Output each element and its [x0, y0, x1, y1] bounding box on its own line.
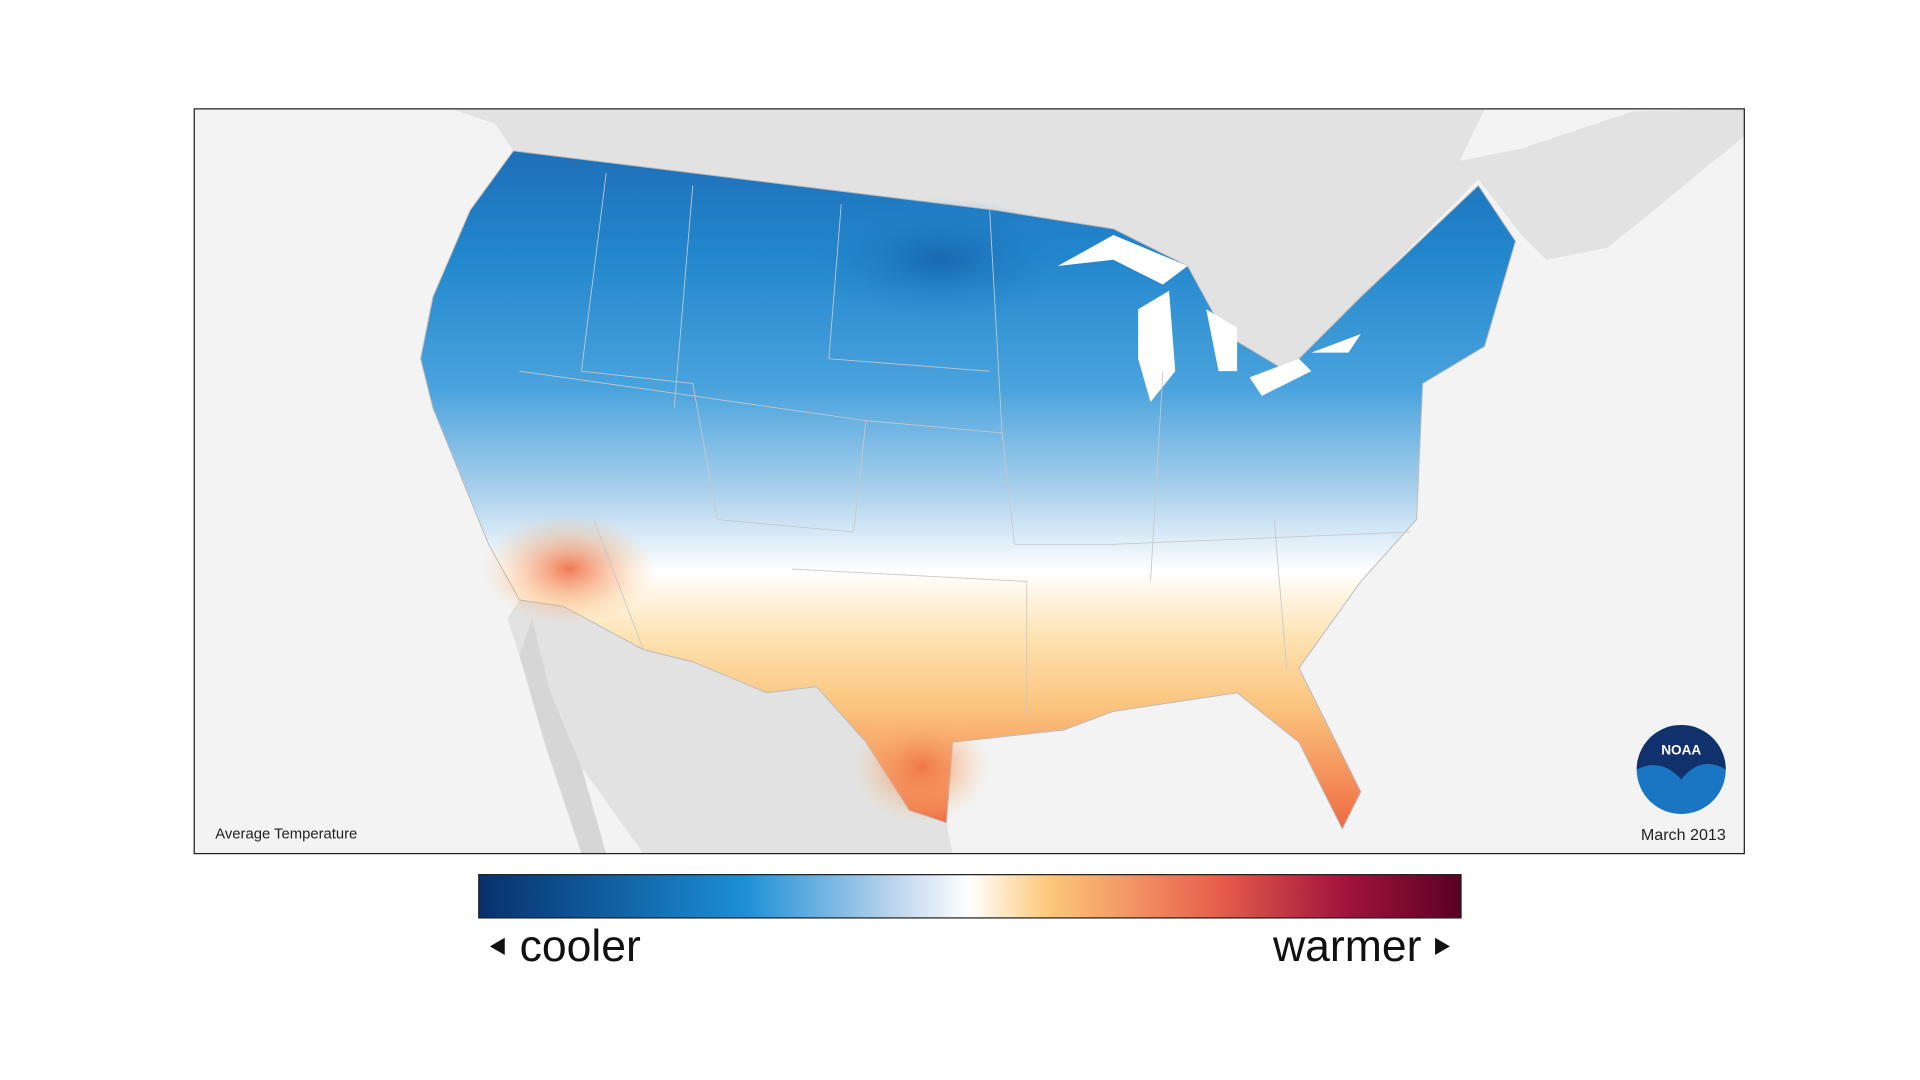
map-title: Average Temperature [215, 827, 357, 843]
map-frame [193, 108, 1745, 855]
state-borders [519, 173, 1411, 718]
cold-north [804, 197, 1077, 322]
legend-low: cooler [520, 922, 641, 971]
map: Average Temperature March 2013 NOAA [193, 108, 1745, 855]
noaa-logo: NOAA [1636, 724, 1726, 815]
warmer-arrow [1435, 937, 1450, 956]
cooler-arrow [489, 937, 505, 956]
warm-texas [853, 711, 990, 823]
canada [451, 108, 1745, 372]
warm-southwest [482, 513, 656, 625]
logo-text: NOAA [1661, 743, 1701, 758]
great-lakes [1057, 235, 1361, 403]
map-date: March 2013 [1641, 826, 1726, 844]
mexico [507, 600, 953, 854]
baja [519, 618, 607, 854]
legend-high: warmer [1272, 922, 1422, 971]
color-bar [478, 874, 1462, 919]
logo-top [1636, 724, 1726, 780]
legend: cooler warmer [478, 874, 1462, 971]
